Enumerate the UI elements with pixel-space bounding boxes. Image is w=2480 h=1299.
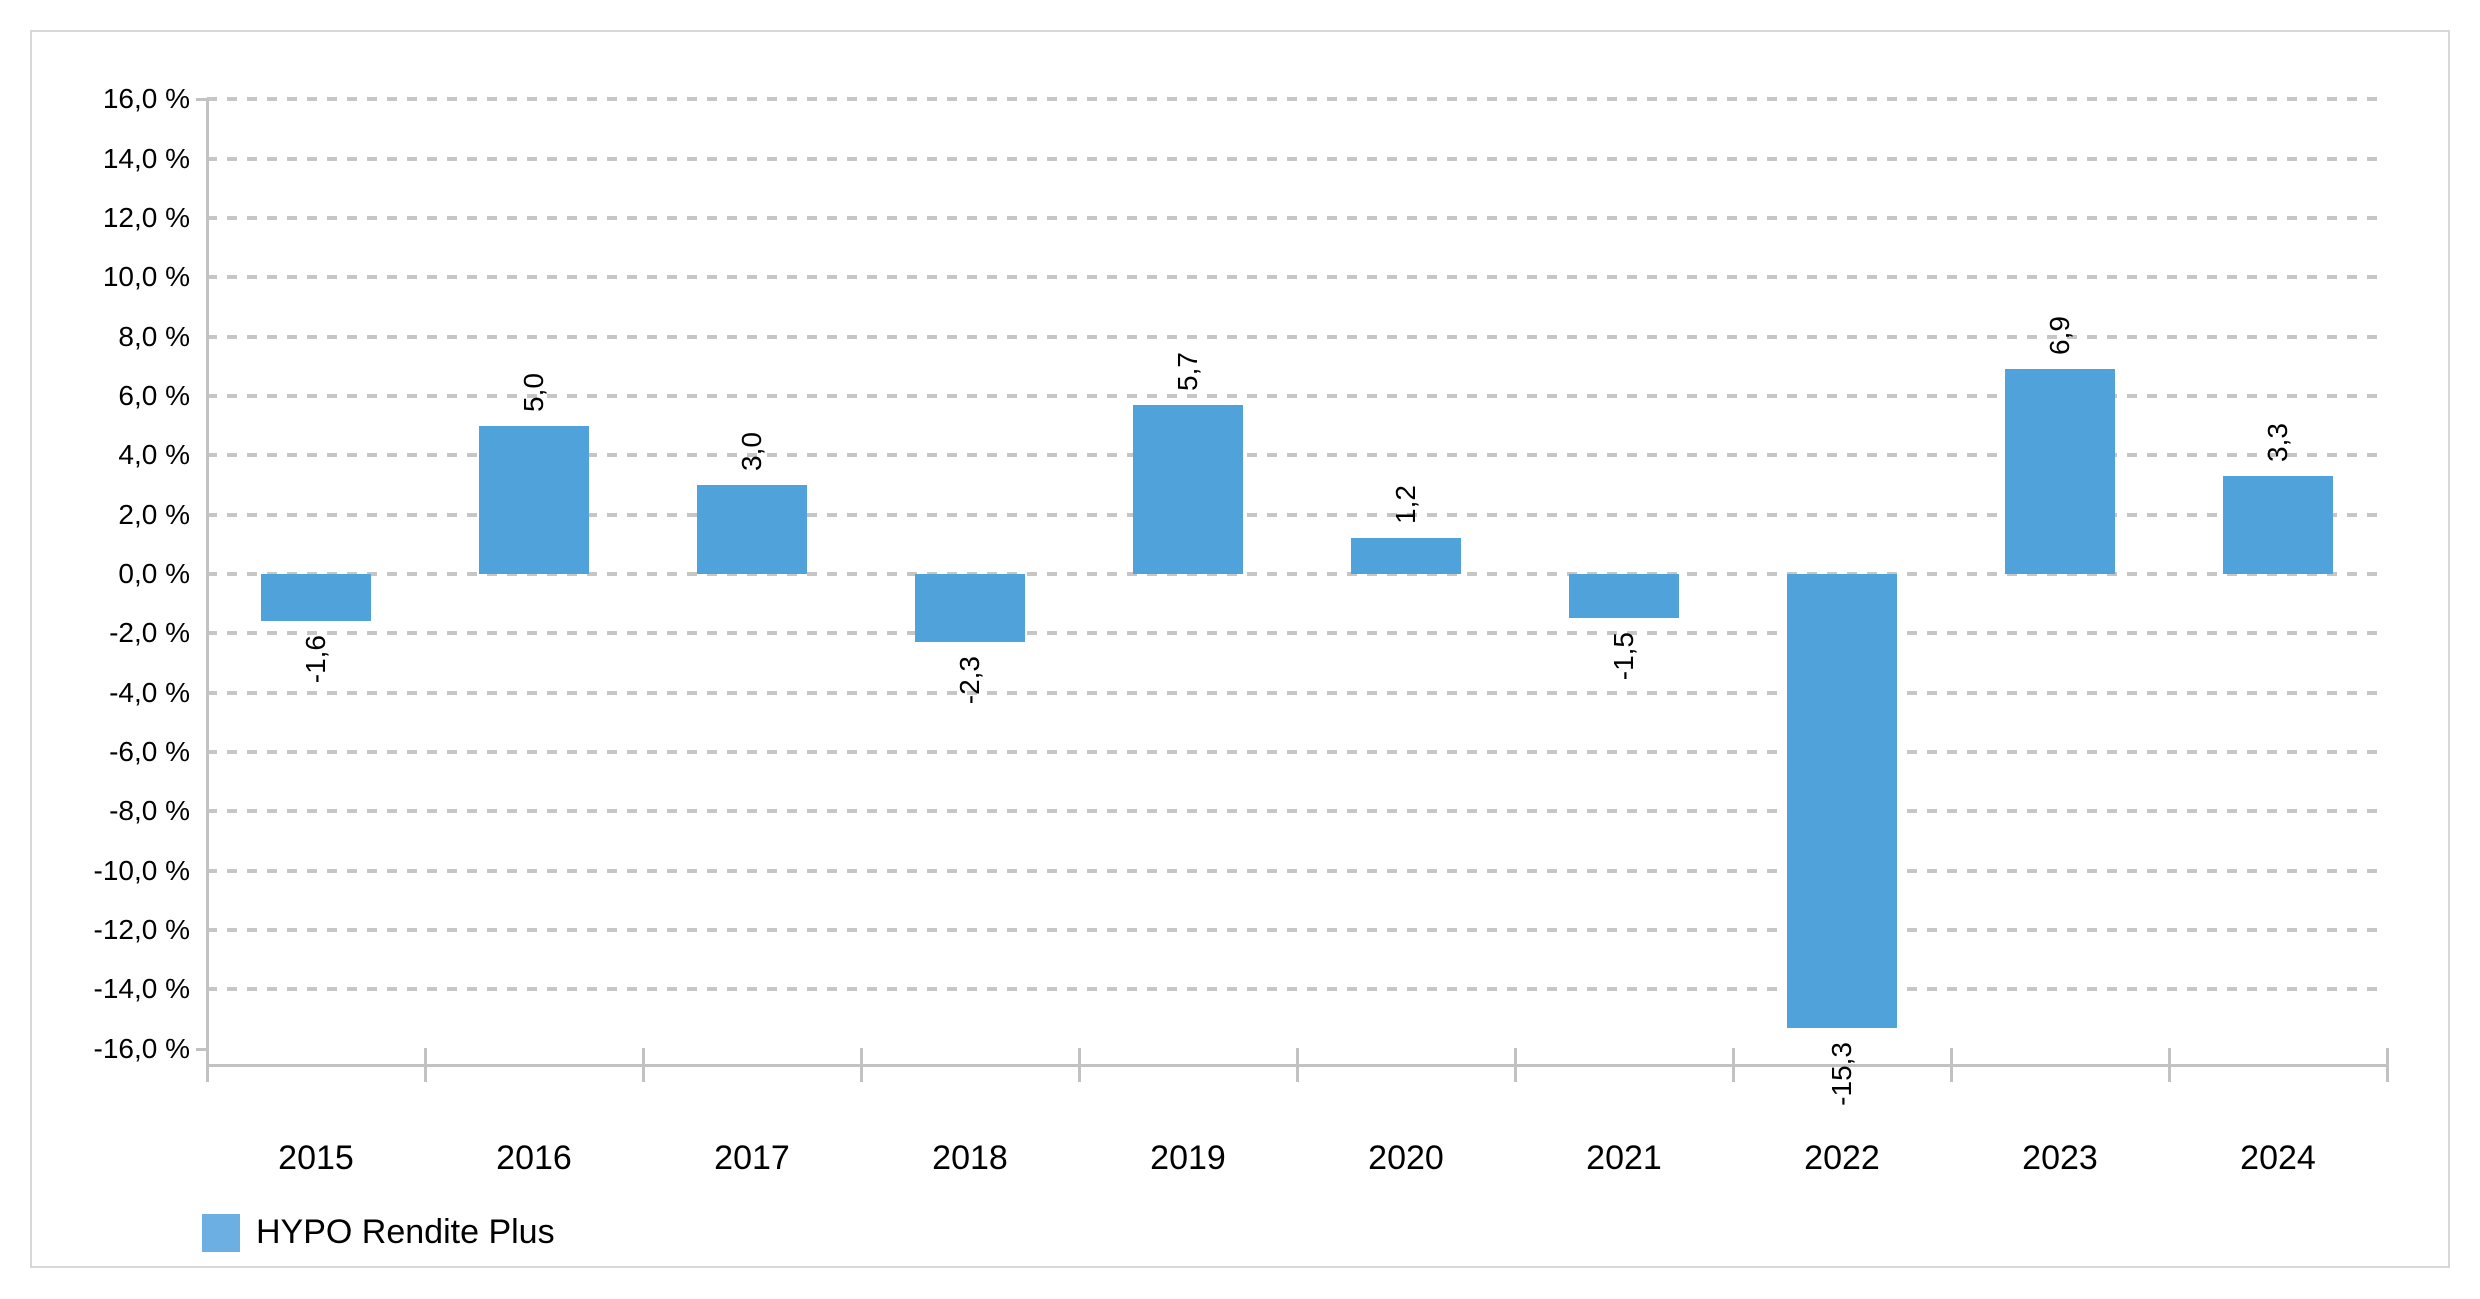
- legend: HYPO Rendite Plus: [202, 1213, 555, 1252]
- bar-chart: 16,0 % 14,0 % 12,0 % 10,0 % 8,0 % 6,0 % 4,0 % 2…: [32, 32, 2452, 1270]
- y-axis-tick-label: 8,0 %: [118, 320, 190, 352]
- x-axis-category-label: 2023: [2022, 1139, 2098, 1177]
- bar: [1569, 574, 1679, 619]
- gridline: [207, 334, 2387, 339]
- bar-value-label: -2,3: [954, 656, 985, 705]
- bar: [697, 485, 807, 574]
- y-axis-tick-label: 12,0 %: [102, 202, 190, 234]
- gridline: [207, 809, 2387, 814]
- gridline: [207, 394, 2387, 399]
- y-axis-tick-label: 14,0 %: [102, 142, 190, 174]
- bar-value-label: 3,3: [2262, 423, 2293, 463]
- y-axis-tick-label: -16,0 %: [93, 1032, 191, 1064]
- x-axis-category-label: 2024: [2240, 1139, 2316, 1177]
- gridline: [207, 216, 2387, 221]
- gridline: [207, 453, 2387, 458]
- y-axis-tick-label: 0,0 %: [118, 558, 190, 589]
- bar: [1351, 538, 1461, 574]
- y-axis-tick-label: 16,0 %: [102, 83, 190, 115]
- y-axis-end-tick: [196, 1047, 207, 1051]
- bar: [2223, 476, 2333, 574]
- bar: [479, 425, 589, 574]
- x-axis-tick: [1514, 1048, 1517, 1082]
- y-axis-tick-label: 2,0 %: [118, 498, 190, 530]
- y-axis-tick-label: -8,0 %: [109, 795, 190, 827]
- y-axis-tick-label: 4,0 %: [118, 439, 190, 471]
- bar: [2005, 369, 2115, 574]
- x-axis-tick: [642, 1048, 645, 1082]
- y-axis-tick-label: -6,0 %: [109, 735, 190, 767]
- x-axis-category-label: 2017: [714, 1139, 790, 1177]
- x-axis-category-label: 2015: [278, 1139, 354, 1177]
- x-axis-category-label: 2020: [1368, 1139, 1444, 1177]
- gridline: [207, 927, 2387, 932]
- legend-label: HYPO Rendite Plus: [256, 1213, 555, 1251]
- y-axis-line: [206, 98, 209, 1082]
- legend-swatch-icon: [202, 1213, 240, 1252]
- bar: [1133, 404, 1243, 574]
- x-axis-tick: [1950, 1048, 1953, 1082]
- gridline: [207, 97, 2387, 102]
- bar: [261, 574, 371, 622]
- bar-value-label: 5,0: [518, 372, 549, 412]
- x-axis-tick: [860, 1048, 863, 1082]
- gridline: [207, 572, 2387, 576]
- x-axis-category-label: 2016: [496, 1139, 572, 1177]
- bar-value-label: -1,6: [300, 635, 331, 684]
- y-axis-tick-label: -10,0 %: [93, 854, 191, 886]
- y-axis-tick-label: -14,0 %: [93, 973, 191, 1005]
- x-axis-category-label: 2019: [1150, 1139, 1226, 1177]
- gridline: [207, 987, 2387, 992]
- bar-value-label: -15,3: [1826, 1041, 1857, 1106]
- gridline: [207, 631, 2387, 636]
- x-axis-tick: [1078, 1048, 1081, 1082]
- x-axis-tick: [2386, 1048, 2389, 1082]
- x-axis-category-label: 2021: [1586, 1139, 1662, 1177]
- y-axis-end-tick: [196, 98, 207, 102]
- x-axis-tick: [206, 1048, 209, 1082]
- gridline: [207, 868, 2387, 873]
- x-axis-category-label: 2022: [1804, 1139, 1880, 1177]
- gridline: [207, 275, 2387, 280]
- x-axis-tick: [1296, 1048, 1299, 1082]
- bar-value-label: 1,2: [1390, 485, 1421, 525]
- gridline: [207, 156, 2387, 161]
- bar-value-label: 6,9: [2044, 316, 2075, 356]
- y-axis-tick-label: 6,0 %: [118, 380, 190, 412]
- y-axis-tick-label: -2,0 %: [109, 617, 190, 649]
- x-axis-tick: [2168, 1048, 2171, 1082]
- y-axis-tick-label: -4,0 %: [109, 676, 190, 708]
- x-axis-category-label: 2018: [932, 1139, 1008, 1177]
- x-axis-tick: [1732, 1048, 1735, 1082]
- gridline: [207, 690, 2387, 695]
- gridline: [207, 512, 2387, 517]
- bar-value-label: 3,0: [736, 432, 767, 472]
- gridline: [207, 749, 2387, 754]
- bar: [915, 574, 1025, 643]
- chart-card: 16,0 % 14,0 % 12,0 % 10,0 % 8,0 % 6,0 % 4,0 % 2…: [30, 30, 2450, 1268]
- bar: [1787, 574, 1897, 1028]
- bar-value-label: 5,7: [1172, 352, 1203, 391]
- y-axis-tick-label: 10,0 %: [102, 261, 190, 293]
- x-axis-tick: [424, 1048, 427, 1082]
- y-axis-tick-label: -12,0 %: [93, 913, 191, 945]
- bar-value-label: -1,5: [1608, 632, 1639, 681]
